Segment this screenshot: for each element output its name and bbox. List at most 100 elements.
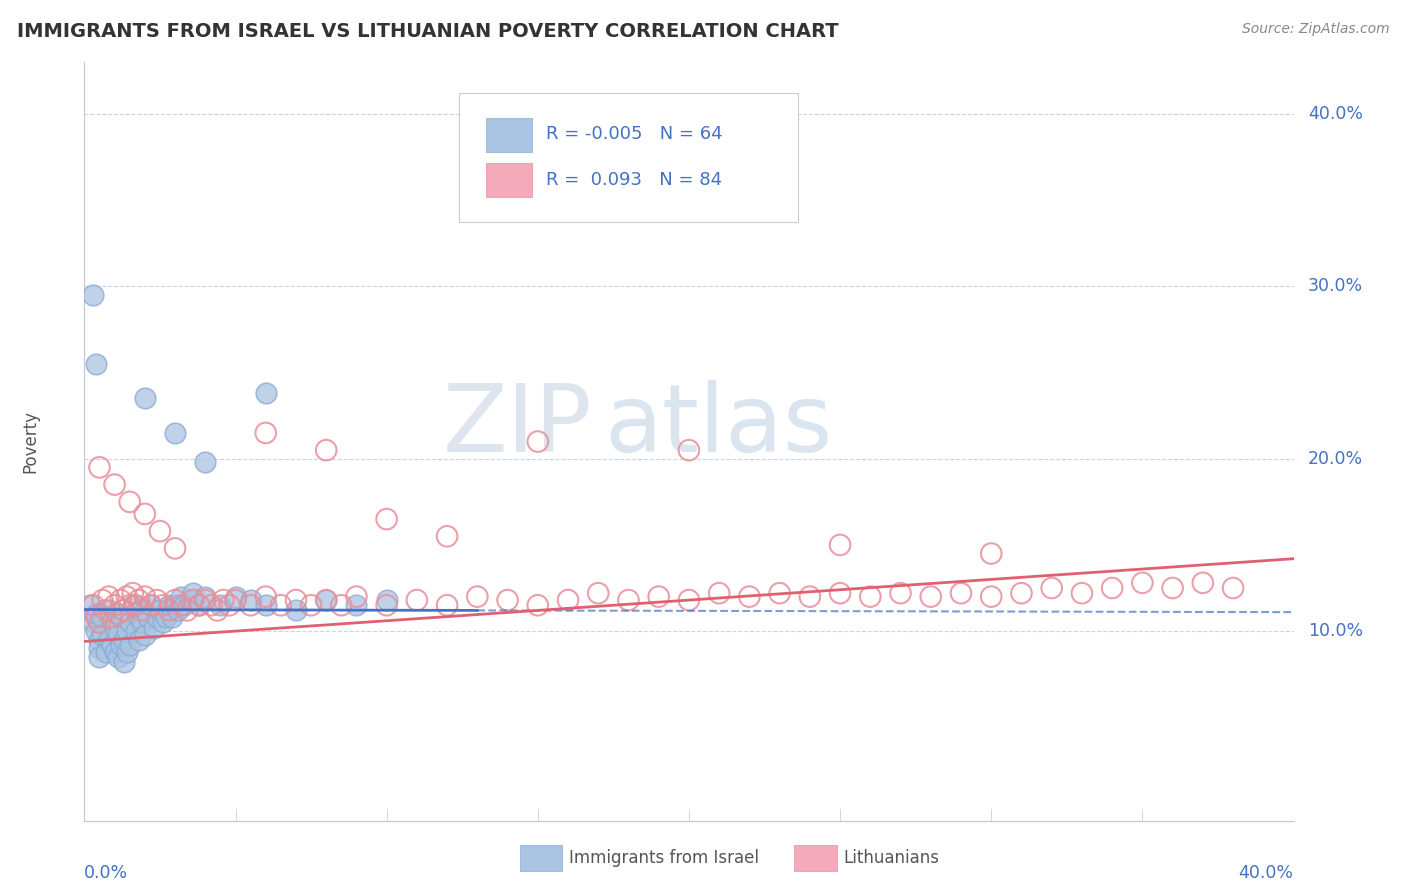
Point <box>97 632 120 647</box>
Point <box>115 624 138 639</box>
Point <box>254 386 277 401</box>
Point <box>160 610 183 624</box>
Point <box>89 615 111 630</box>
Point <box>285 593 308 607</box>
Point <box>128 632 150 647</box>
Point <box>157 603 180 617</box>
Point <box>125 599 148 613</box>
Point <box>225 590 247 604</box>
Text: 30.0%: 30.0% <box>1308 277 1364 295</box>
Point <box>104 477 127 491</box>
Point <box>1040 581 1063 595</box>
Point <box>1071 586 1094 600</box>
Point <box>194 590 217 604</box>
Point <box>678 593 700 607</box>
Text: ZIP: ZIP <box>443 380 592 473</box>
Point <box>375 512 398 526</box>
Point <box>112 655 135 669</box>
Point <box>118 638 141 652</box>
Point <box>146 593 169 607</box>
Point <box>86 607 108 621</box>
Point <box>136 610 159 624</box>
Point <box>1011 586 1033 600</box>
Point <box>209 599 232 613</box>
Point <box>799 590 821 604</box>
Point <box>315 443 337 458</box>
Point <box>139 599 162 613</box>
Point <box>107 607 129 621</box>
Point <box>79 599 101 613</box>
Point <box>346 599 368 613</box>
Point <box>152 599 174 613</box>
Point <box>212 593 235 607</box>
Point <box>112 603 135 617</box>
Point <box>89 632 111 647</box>
Point <box>254 599 277 613</box>
Point <box>170 599 193 613</box>
Point <box>181 593 204 607</box>
Point <box>157 599 180 613</box>
Point <box>165 425 187 440</box>
Point <box>218 599 240 613</box>
Point <box>91 593 114 607</box>
Point <box>254 425 277 440</box>
Text: Lithuanians: Lithuanians <box>844 849 939 867</box>
Point <box>91 610 114 624</box>
Point <box>82 288 104 302</box>
Point <box>86 357 108 371</box>
Point <box>859 590 882 604</box>
Point <box>648 590 671 604</box>
Point <box>375 593 398 607</box>
Point <box>100 610 122 624</box>
Point <box>134 627 156 641</box>
Point <box>200 599 222 613</box>
Point <box>134 590 156 604</box>
Point <box>709 586 731 600</box>
Text: 20.0%: 20.0% <box>1308 450 1364 467</box>
Point <box>239 593 262 607</box>
Point <box>165 541 187 556</box>
Point <box>980 547 1002 561</box>
Point <box>118 599 141 613</box>
Point <box>406 593 429 607</box>
Point <box>112 632 135 647</box>
Point <box>557 593 579 607</box>
Point <box>738 590 761 604</box>
Point <box>188 599 211 613</box>
Point <box>107 627 129 641</box>
Point <box>152 615 174 630</box>
Point <box>104 645 127 659</box>
Point <box>176 603 198 617</box>
Point <box>496 593 519 607</box>
Point <box>375 599 398 613</box>
Point <box>82 599 104 613</box>
Point <box>139 599 162 613</box>
Text: 0.0%: 0.0% <box>84 863 128 881</box>
Text: Immigrants from Israel: Immigrants from Israel <box>569 849 759 867</box>
Text: R =  0.093   N = 84: R = 0.093 N = 84 <box>547 171 723 189</box>
Point <box>769 586 792 600</box>
Point <box>436 529 458 543</box>
Text: IMMIGRANTS FROM ISRAEL VS LITHUANIAN POVERTY CORRELATION CHART: IMMIGRANTS FROM ISRAEL VS LITHUANIAN POV… <box>17 22 838 41</box>
Point <box>115 645 138 659</box>
Point <box>346 590 368 604</box>
FancyBboxPatch shape <box>460 93 797 221</box>
Point <box>315 593 337 607</box>
Point <box>121 599 143 613</box>
Text: Poverty: Poverty <box>21 410 39 473</box>
Point <box>270 599 292 613</box>
Point <box>128 593 150 607</box>
Point <box>110 638 132 652</box>
Point <box>678 443 700 458</box>
Point <box>89 641 111 656</box>
Point <box>134 392 156 406</box>
Point <box>315 593 337 607</box>
Point <box>146 610 169 624</box>
Point <box>170 590 193 604</box>
Point <box>104 621 127 635</box>
Point <box>165 599 187 613</box>
Point <box>1192 575 1215 590</box>
Point <box>527 599 550 613</box>
Point <box>1130 575 1153 590</box>
Point <box>920 590 942 604</box>
